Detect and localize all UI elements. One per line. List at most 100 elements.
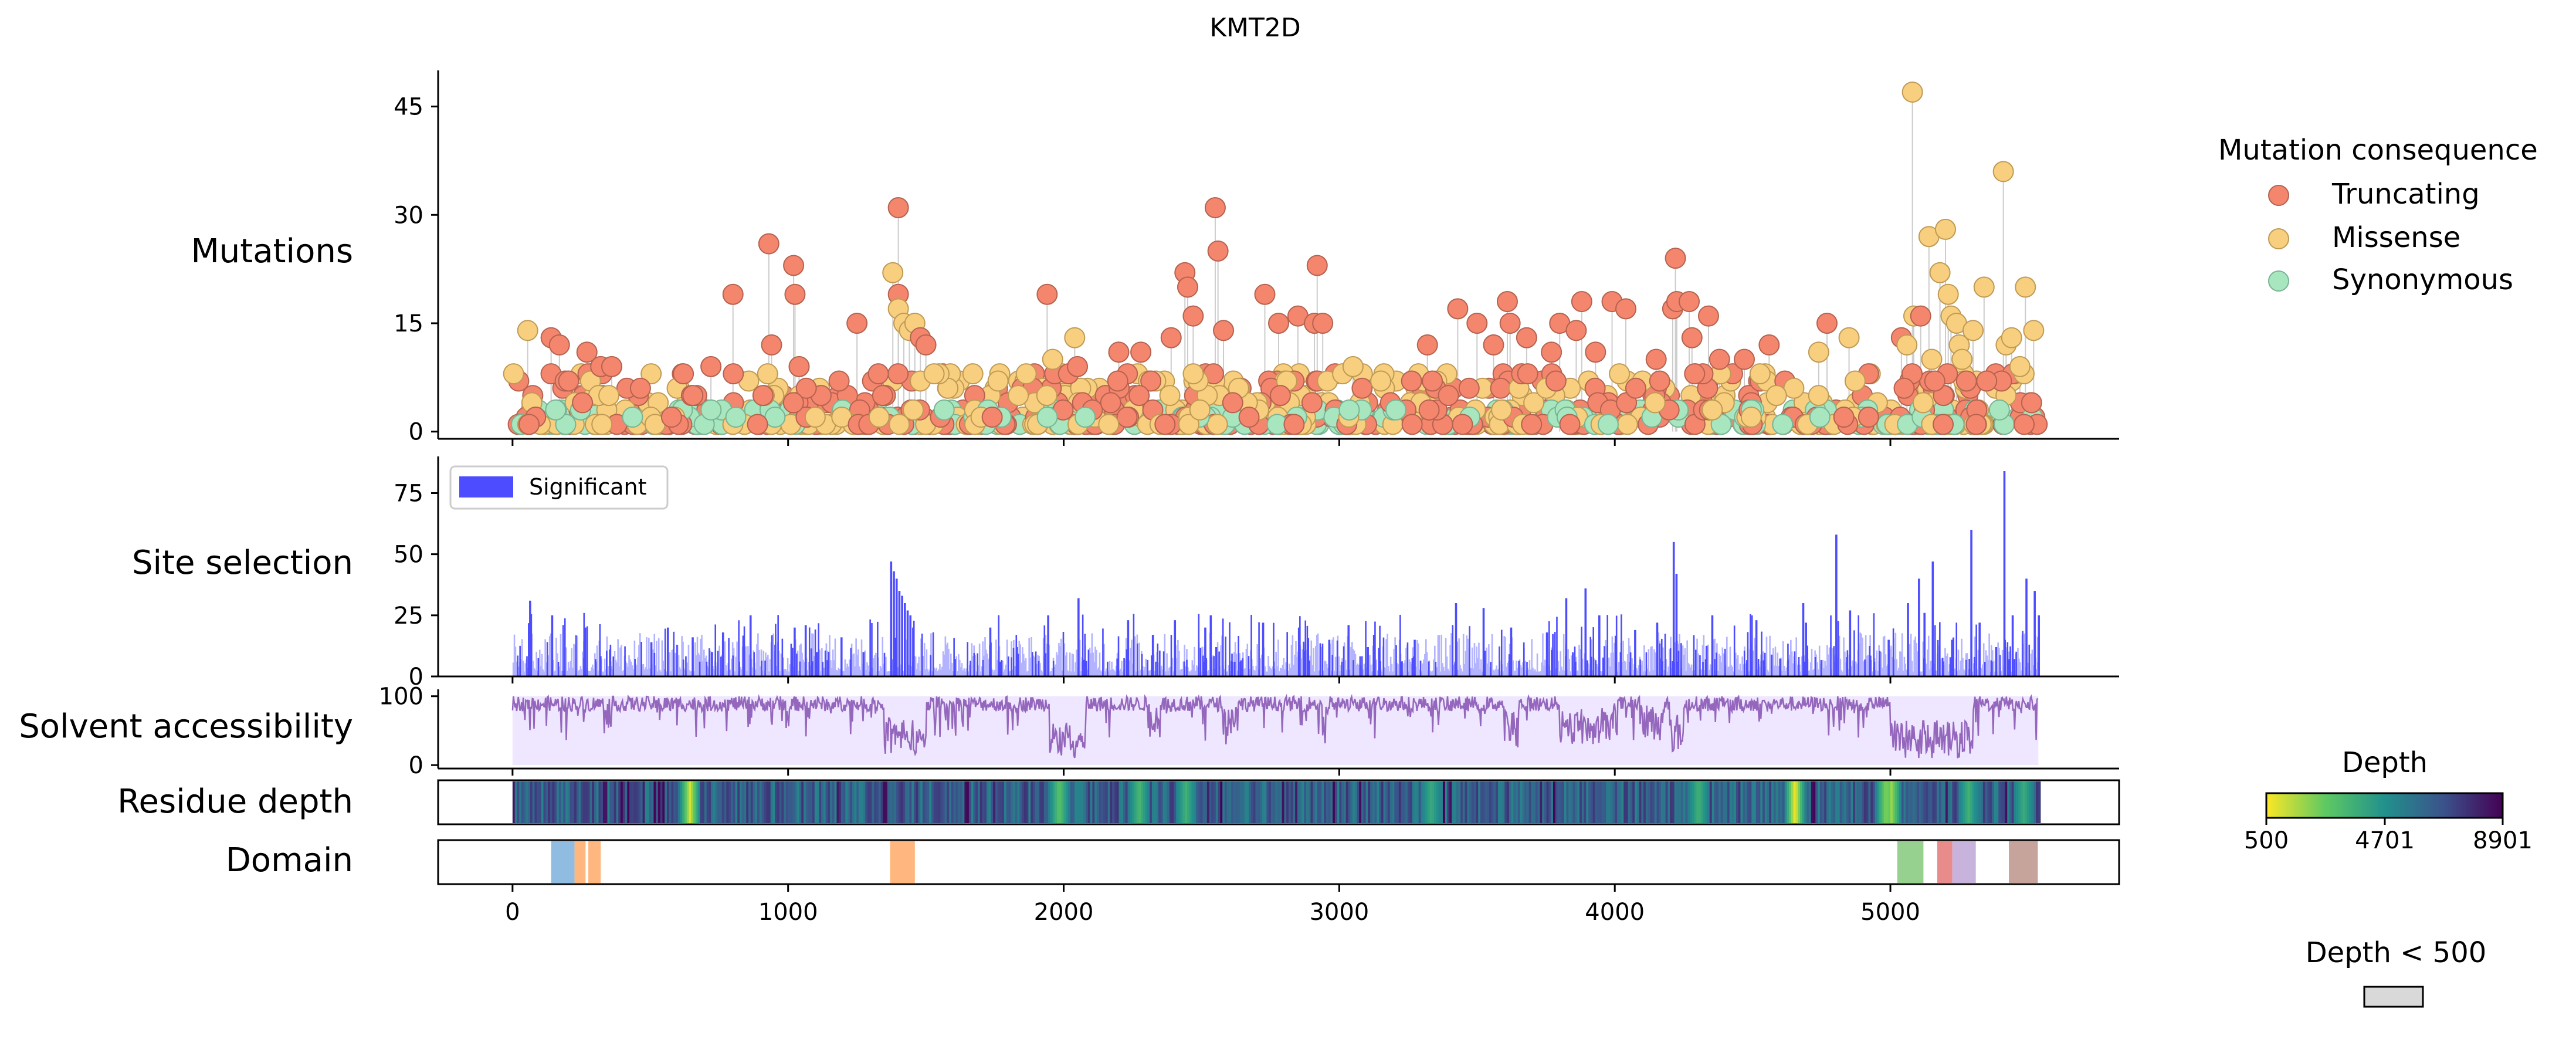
site-selection-bar-nonsignificant: [646, 637, 648, 676]
site-selection-bar-nonsignificant: [755, 669, 757, 676]
residue-depth-cell: [1061, 781, 1065, 823]
mutation-point-truncating: [1447, 298, 1469, 320]
site-selection-bar-nonsignificant: [611, 669, 614, 676]
mutation-point-truncating: [1645, 348, 1667, 370]
solvent-accessibility-x-ticks: [511, 769, 1892, 776]
residue-depth-cell: [953, 781, 957, 823]
site-selection-bar-significant: [1955, 622, 1958, 676]
site-selection-bar-nonsignificant: [1621, 661, 1623, 676]
site-selection-bar-nonsignificant: [1091, 633, 1093, 676]
site-selection-bar-nonsignificant: [1111, 661, 1113, 676]
residue-depth-cell: [1974, 781, 1977, 823]
site-selection-bar-significant: [1953, 637, 1955, 676]
residue-depth-cell: [898, 781, 901, 823]
residue-depth-cell: [1831, 781, 1834, 823]
site-selection-bar-nonsignificant: [880, 668, 883, 676]
site-selection-bar-nonsignificant: [1154, 671, 1156, 676]
residue-depth-cell: [1240, 781, 1243, 823]
mutation-point-truncating: [548, 334, 570, 356]
site-selection-bar-significant: [1035, 651, 1037, 676]
residue-depth-cell: [2033, 781, 2036, 823]
site-selection-bar-nonsignificant: [524, 663, 527, 676]
site-selection-bar-nonsignificant: [1625, 669, 1628, 676]
residue-depth-cell: [1588, 781, 1591, 823]
residue-depth-cell: [1595, 781, 1598, 823]
residue-depth-cell: [968, 781, 972, 823]
site-selection-bar-nonsignificant: [707, 668, 710, 676]
residue-depth-cell: [1601, 781, 1605, 823]
site-selection-bar-nonsignificant: [630, 661, 632, 676]
residue-depth-cell: [1888, 781, 1891, 823]
site-selection-bar-significant: [1198, 614, 1200, 676]
residue-depth-cell: [1791, 781, 1794, 823]
site-selection-bar-significant: [796, 654, 798, 676]
residue-depth-cell: [1875, 781, 1878, 823]
site-selection-bar-significant: [1714, 659, 1716, 676]
site-selection-bar-nonsignificant: [785, 669, 787, 676]
residue-depth-cell: [975, 781, 978, 823]
site-selection-bar-nonsignificant: [938, 669, 940, 676]
site-selection-bar-nonsignificant: [1392, 671, 1394, 676]
site-selection-bar-nonsignificant: [566, 671, 568, 676]
residue-depth-cell: [1112, 781, 1115, 823]
site-selection-bar-nonsignificant: [677, 655, 680, 676]
site-selection-bar-significant: [1499, 646, 1500, 676]
residue-depth-cell: [1520, 781, 1523, 823]
residue-depth-label: Residue depth: [117, 783, 353, 821]
site-selection-bar-nonsignificant: [725, 665, 727, 676]
site-selection-bar-significant: [1761, 631, 1762, 676]
mutation-point-synonymous: [1809, 407, 1831, 428]
site-selection-bar-nonsignificant: [534, 669, 537, 676]
site-selection-bar-nonsignificant: [1741, 656, 1743, 676]
site-selection-bar-nonsignificant: [553, 671, 555, 676]
mutation-point-synonymous: [933, 399, 955, 421]
site-selection-bar-nonsignificant: [779, 671, 781, 676]
residue-depth-cell: [1936, 781, 1940, 823]
residue-depth-cell: [601, 781, 604, 823]
site-selection-bar-significant: [1675, 574, 1678, 676]
residue-depth-cell: [572, 781, 575, 823]
site-selection-bar-nonsignificant: [1503, 635, 1505, 676]
site-selection-bar-nonsignificant: [1338, 656, 1340, 676]
mutation-point-missense: [1189, 399, 1211, 421]
site-selection-bar-nonsignificant: [1093, 662, 1095, 676]
site-selection-bar-nonsignificant: [927, 669, 929, 676]
site-selection-bar-nonsignificant: [832, 649, 834, 676]
residue-depth-cell: [757, 781, 760, 823]
mutation-point-truncating: [1452, 414, 1473, 435]
site-selection-bar-nonsignificant: [1683, 654, 1685, 676]
residue-depth-cell: [1059, 781, 1062, 823]
site-selection-bar-nonsignificant: [1841, 670, 1843, 676]
residue-depth-cell: [1489, 781, 1492, 823]
residue-depth-cell: [889, 781, 893, 823]
residue-depth-cell: [1921, 781, 1924, 823]
site-selection-bar-significant: [753, 652, 755, 676]
site-selection-bar-nonsignificant: [1316, 635, 1318, 676]
site-selection-bar-nonsignificant: [1439, 671, 1441, 676]
mutation-point-truncating: [572, 392, 594, 414]
residue-depth-cell: [1070, 781, 1073, 823]
site-selection-bar-nonsignificant: [1260, 658, 1262, 676]
site-selection-bar-significant: [586, 626, 588, 676]
residue-depth-cell: [1782, 781, 1785, 823]
site-selection-bar-nonsignificant: [1061, 670, 1063, 676]
residue-depth-cell: [1359, 781, 1362, 823]
residue-depth-cell: [1604, 781, 1606, 823]
residue-depth-cell: [1899, 781, 1902, 823]
residue-depth-cell: [944, 781, 948, 823]
site-selection-bar-nonsignificant: [1494, 669, 1496, 676]
site-selection-bar-nonsignificant: [1018, 641, 1021, 676]
site-selection-bar-nonsignificant: [875, 652, 877, 676]
residue-depth-cell: [874, 781, 877, 823]
site-selection-bar-nonsignificant: [1357, 663, 1359, 676]
site-selection-bar-significant: [600, 656, 602, 676]
site-selection-bar-nonsignificant: [1631, 658, 1633, 676]
site-selection-bar-nonsignificant: [1522, 662, 1524, 676]
site-selection-bar-nonsignificant: [1290, 645, 1293, 676]
mutation-point-missense: [903, 399, 924, 421]
legend-marker-synonymous: [2268, 270, 2289, 292]
residue-depth-cell: [1734, 781, 1737, 823]
mutation-point-missense: [1159, 385, 1181, 407]
site-selection-bar-nonsignificant: [1628, 638, 1630, 676]
site-selection-bar-nonsignificant: [554, 670, 556, 676]
